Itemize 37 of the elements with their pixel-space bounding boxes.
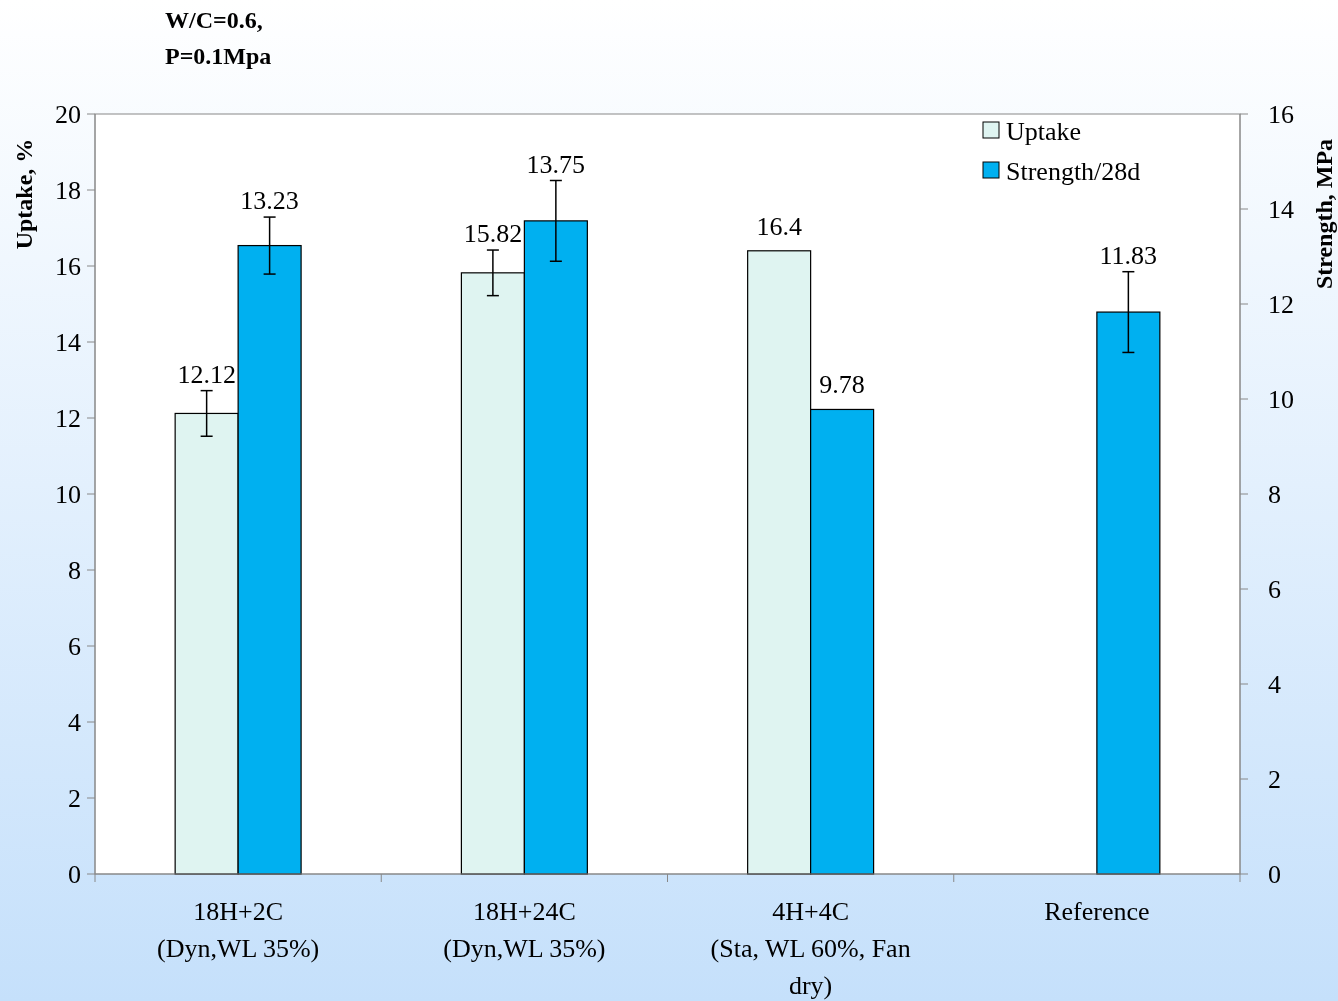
y-tick-label: 10 <box>55 480 81 510</box>
y2-axis-title: Strength, MPa <box>1311 138 1337 290</box>
y2-tick-label: 10 <box>1268 385 1294 415</box>
chart-subtitle: P=0.1Mpa <box>165 43 272 69</box>
x-tick-label: 4H+4C (Sta, WL 60%, Fan dry) <box>710 897 911 1000</box>
data-label: 15.82 <box>463 219 523 249</box>
y2-tick-label: 0 <box>1268 860 1281 890</box>
y-tick-label: 0 <box>68 860 81 890</box>
y-tick-label: 18 <box>55 176 81 206</box>
data-label: 9.78 <box>819 370 865 400</box>
y-tick-label: 6 <box>68 632 81 662</box>
y2-tick-label: 14 <box>1268 195 1294 225</box>
y-tick-label: 2 <box>68 784 81 814</box>
legend-label: Uptake <box>1006 117 1082 147</box>
chart-title: W/C=0.6, <box>165 7 263 33</box>
y2-tick-label: 12 <box>1268 290 1294 320</box>
x-tick-label: 18H+24C (Dyn,WL 35%) <box>443 897 606 963</box>
y2-tick-label: 6 <box>1268 575 1281 605</box>
y-tick-label: 4 <box>68 708 81 738</box>
y2-tick-label: 8 <box>1268 480 1281 510</box>
y2-tick-label: 4 <box>1268 670 1281 700</box>
y-tick-label: 8 <box>68 556 81 586</box>
data-label: 12.12 <box>177 359 236 389</box>
data-label: 13.75 <box>526 149 586 179</box>
data-label: 13.23 <box>240 186 299 216</box>
y-tick-label: 20 <box>55 100 81 130</box>
y2-tick-label: 2 <box>1268 765 1281 795</box>
y-tick-label: 16 <box>55 252 81 282</box>
y-tick-label: 12 <box>55 404 81 434</box>
x-tick-label: Reference <box>1044 897 1150 926</box>
y2-tick-label: 16 <box>1268 100 1294 130</box>
y-axis-title: Uptake, % <box>11 138 37 250</box>
data-label: 16.4 <box>756 211 802 241</box>
y-tick-label: 14 <box>55 328 81 358</box>
data-label: 11.83 <box>1099 240 1158 270</box>
x-tick-label: 18H+2C (Dyn,WL 35%) <box>157 897 320 963</box>
legend-label: Strength/28d <box>1006 157 1141 187</box>
